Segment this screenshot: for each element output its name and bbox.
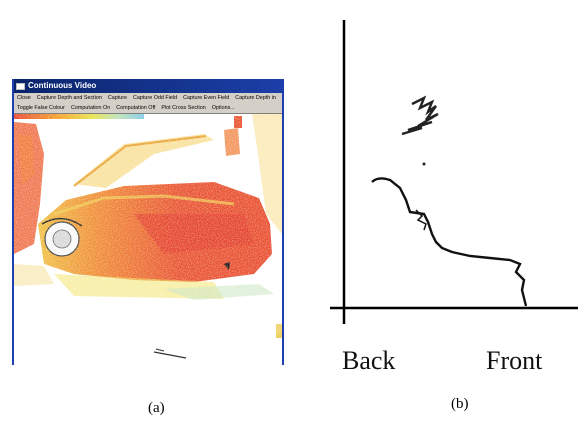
panel-b-caption: (b) <box>451 396 469 412</box>
menu-capture-odd-field[interactable]: Capture Odd Field <box>133 95 178 101</box>
menu-capture-depth-in[interactable]: Capture Depth in <box>235 95 276 101</box>
x-axis-label-front: Front <box>486 346 543 375</box>
menu-bar-row-2: Toggle False Colour Computation On Compu… <box>14 103 282 114</box>
window-title-bar[interactable]: Continuous Video <box>14 79 282 93</box>
menu-computation-off[interactable]: Computation Off <box>116 105 156 111</box>
depth-video-image <box>14 114 282 359</box>
menu-capture-depth-and-section[interactable]: Capture Depth and Section <box>36 95 102 101</box>
x-axis-label-back: Back <box>342 346 396 375</box>
panel-a-caption: (a) <box>148 400 165 416</box>
menu-close[interactable]: Close <box>17 95 31 101</box>
cross-section-upper-trace <box>401 95 439 136</box>
cross-section-main-trace <box>371 177 528 307</box>
window-title: Continuous Video <box>28 81 97 90</box>
menu-computation-on[interactable]: Computation On <box>70 105 111 111</box>
menu-capture[interactable]: Capture <box>107 95 128 101</box>
menu-plot-cross-section[interactable]: Plot Cross Section <box>161 105 206 111</box>
menu-toggle-false-colour[interactable]: Toggle False Colour <box>17 105 65 111</box>
menu-bar-row-1: Close Capture Depth and Section Capture … <box>14 93 282 103</box>
continuous-video-window: Continuous Video Close Capture Depth and… <box>12 79 284 365</box>
menu-options[interactable]: Options... <box>211 105 235 111</box>
cross-section-plot <box>330 20 578 324</box>
menu-capture-even-field[interactable]: Capture Even Field <box>183 95 230 101</box>
window-app-icon <box>16 82 25 90</box>
